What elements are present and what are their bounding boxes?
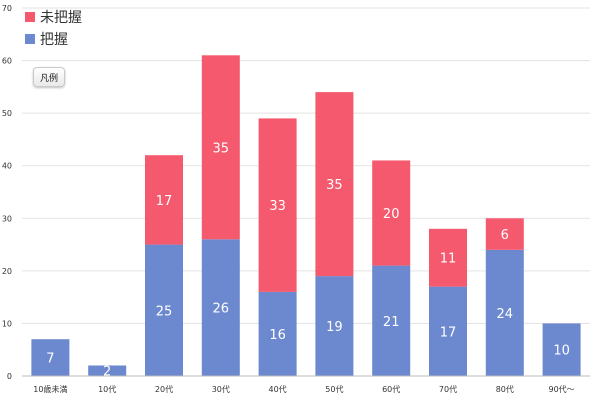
bar-segment [429,286,467,376]
data-label: 35 [326,178,343,193]
data-label: 17 [156,194,173,209]
bar-segment [315,92,354,277]
x-tick-label: 90代〜 [549,384,575,394]
bar-segment [485,218,524,250]
data-label: 24 [497,307,514,322]
bar-segment [201,239,240,376]
legend-entry: 未把握 [40,10,82,26]
y-tick-label: 30 [2,214,12,223]
bar-segment [31,339,70,376]
axes: 0 10 20 30 40 50 60 70 10歳未満 10代 20代 30代 40代 50代 60代 70… [2,4,590,394]
data-label: 6 [501,228,509,243]
legend-entry: 把握 [40,32,68,48]
data-label: 11 [440,252,457,267]
x-tick-label: 10歳未満 [33,384,67,394]
data-label: 20 [383,207,400,222]
bar-segment [485,249,524,376]
x-tick-label: 70代 [439,384,457,394]
x-tick-label: 40代 [269,384,287,394]
data-label: 7 [46,352,54,367]
bar-segment [145,244,183,376]
bar-segment [429,228,467,287]
legend-swatch [25,34,35,44]
data-label: 19 [326,320,343,335]
x-tick-label: 60代 [382,384,400,394]
x-tick-label: 50代 [325,384,343,394]
x-tick-label: 20代 [155,384,173,394]
bar-segment [88,365,127,376]
data-label: 25 [156,304,173,319]
bar-segment [258,291,297,376]
data-label: 17 [440,325,457,340]
bar-segment [145,155,183,245]
grid-lines [22,7,590,324]
data-labels: 7 2 25 17 26 35 16 33 19 35 21 20 17 11 24 6 10 [46,141,570,379]
y-tick-label: 0 [7,372,12,381]
bar-segment [315,276,354,376]
bar-segment [258,118,297,292]
data-label: 33 [269,199,286,214]
data-label: 26 [213,302,230,317]
y-tick-label: 10 [2,319,12,328]
data-label: 35 [213,141,230,156]
x-tick-label: 10代 [98,384,116,394]
y-tick-label: 70 [2,4,12,13]
bar-segment [372,160,411,266]
legend-toggle-button[interactable]: 凡例 [33,67,65,87]
data-label: 2 [103,365,111,380]
bar-segment [201,55,240,240]
y-tick-label: 20 [2,267,12,276]
y-tick-label: 40 [2,162,12,171]
y-tick-label: 60 [2,57,12,66]
data-label: 21 [383,315,400,330]
x-tick-label: 30代 [212,384,230,394]
y-tick-label: 50 [2,109,12,118]
data-label: 16 [269,328,286,343]
bar-segment [542,323,581,376]
data-label: 10 [553,344,570,359]
legend-swatch [25,12,35,22]
bars [31,55,581,376]
bar-segment [372,265,411,376]
x-tick-label: 80代 [496,384,514,394]
